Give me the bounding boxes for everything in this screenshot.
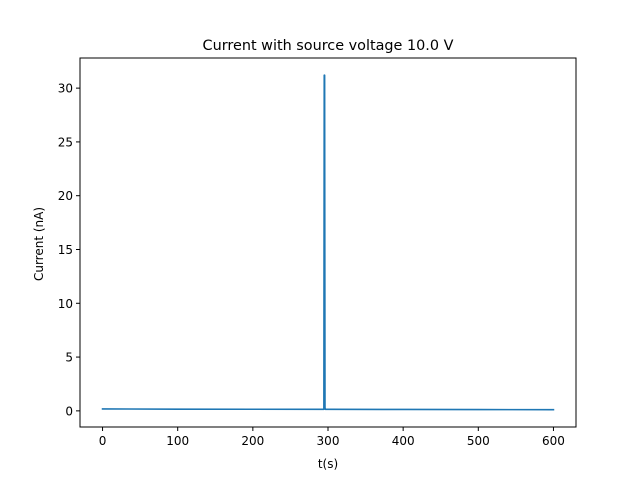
y-tick-label: 30 <box>58 82 73 96</box>
x-tick-label: 200 <box>241 434 264 448</box>
y-tick-label: 15 <box>58 243 73 257</box>
x-tick-label: 600 <box>542 434 565 448</box>
plot-frame <box>79 57 577 428</box>
series-layer <box>101 74 555 411</box>
x-axis-label: t(s) <box>318 457 338 471</box>
y-tick-label: 20 <box>58 189 73 203</box>
y-tick-label: 0 <box>65 404 73 418</box>
x-tick-label: 0 <box>99 434 107 448</box>
y-tick-label: 5 <box>65 351 73 365</box>
y-axis-label: Current (nA) <box>32 207 46 281</box>
chart-title: Current with source voltage 10.0 V <box>203 38 454 54</box>
series-line-0 <box>101 74 555 411</box>
y-tick-label: 25 <box>58 135 73 149</box>
x-axis: 0 100 200 300 400 500 600 <box>99 427 565 448</box>
x-tick-label: 400 <box>392 434 415 448</box>
y-tick-label: 10 <box>58 297 73 311</box>
x-tick-label: 300 <box>317 434 340 448</box>
y-axis: 0 5 10 15 20 25 30 <box>58 82 80 418</box>
plot-area <box>79 57 577 428</box>
x-tick-label: 500 <box>467 434 490 448</box>
x-tick-label: 100 <box>166 434 189 448</box>
